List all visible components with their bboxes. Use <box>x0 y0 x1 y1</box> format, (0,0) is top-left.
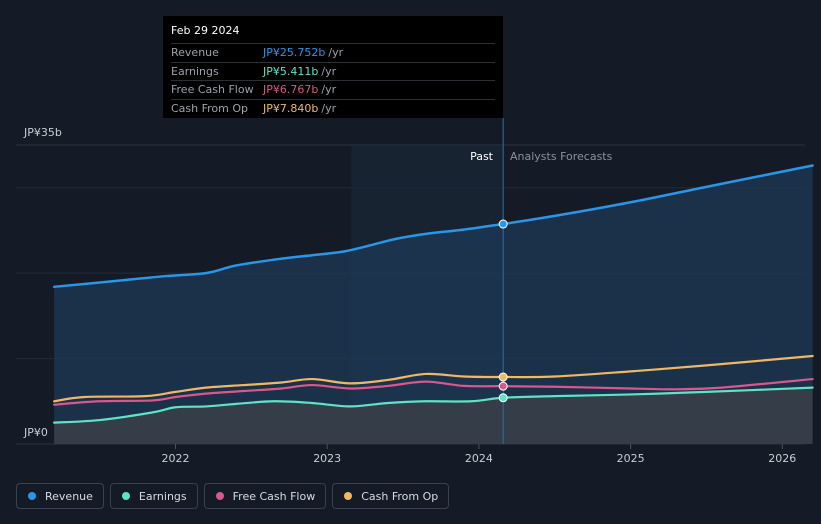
earnings-line <box>53 386 814 424</box>
tooltip-row-earnings: Earnings JP¥5.411b /yr <box>171 61 495 81</box>
tooltip-value: JP¥5.411b <box>263 64 319 78</box>
series-lines <box>52 164 814 424</box>
legend-earnings-button[interactable]: Earnings <box>109 483 198 509</box>
analysts-forecasts-label: Analysts Forecasts <box>510 150 613 163</box>
revenue-marker <box>498 219 508 229</box>
tooltip: Feb 29 2024 Revenue JP¥25.752b /yr Earni… <box>163 16 503 118</box>
tooltip-label: Free Cash Flow <box>171 83 254 97</box>
tooltip-unit: /yr <box>321 64 337 78</box>
tooltip-label: Revenue <box>171 46 219 60</box>
legend-label: Cash From Op <box>361 489 439 503</box>
tooltip-unit: /yr <box>321 101 337 115</box>
legend-label: Earnings <box>138 489 187 503</box>
earnings-area <box>54 387 813 444</box>
tooltip-unit: /yr <box>321 83 337 97</box>
y-tick-label: JP¥0 <box>23 426 48 439</box>
revenue-dot-icon <box>28 492 36 500</box>
revenue-line <box>52 164 814 289</box>
tooltip-value: JP¥7.840b <box>263 101 319 115</box>
x-tick-label: 2022 <box>162 452 190 465</box>
legend-label: Revenue <box>45 489 93 503</box>
x-tick-label: 2024 <box>465 452 493 465</box>
tooltip-value: JP¥6.767b <box>263 83 319 97</box>
tooltip-row-free-cash-flow: Free Cash Flow JP¥6.767b /yr <box>171 80 495 99</box>
x-tick-label: 2025 <box>617 452 645 465</box>
tooltip-row-revenue: Revenue JP¥25.752b /yr <box>171 43 495 62</box>
earnings-marker <box>498 393 508 403</box>
earnings-dot-icon <box>121 492 130 500</box>
tooltip-unit: /yr <box>328 46 344 60</box>
revenue-area <box>54 165 813 444</box>
cash-from-op-line <box>53 354 814 403</box>
cash-from-op-marker <box>498 372 508 382</box>
legend-label: Free Cash Flow <box>232 489 316 503</box>
x-tick-label: 2023 <box>313 452 341 465</box>
tooltip-label: Cash From Op <box>171 101 249 115</box>
cash-from-op-dot-icon <box>344 492 353 500</box>
past-label: Past <box>470 150 494 163</box>
free-cash-flow-dot-icon <box>215 492 224 500</box>
legend-free-cash-flow-button[interactable]: Free Cash Flow <box>203 483 327 509</box>
legend-revenue-button[interactable]: Revenue <box>16 483 104 509</box>
y-tick-label: JP¥35b <box>23 126 62 139</box>
x-tick-label: 2026 <box>768 452 796 465</box>
free-cash-flow-marker <box>498 381 508 391</box>
tooltip-row-cash-from-op: Cash From Op JP¥7.840b /yr <box>171 98 495 118</box>
chart-legend: Revenue Earnings Free Cash Flow Cash Fro… <box>16 483 450 509</box>
chart-axes: JP¥35b JP¥0 2022 2023 2024 2025 2026 <box>23 126 796 465</box>
tooltip-label: Earnings <box>171 64 219 78</box>
hover-markers <box>498 219 508 403</box>
series-areas <box>54 165 813 444</box>
free-cash-flow-line <box>53 377 814 406</box>
tooltip-date: Feb 29 2024 <box>171 24 240 37</box>
legend-cash-from-op-button[interactable]: Cash From Op <box>332 483 450 509</box>
tooltip-value: JP¥25.752b <box>263 46 326 60</box>
